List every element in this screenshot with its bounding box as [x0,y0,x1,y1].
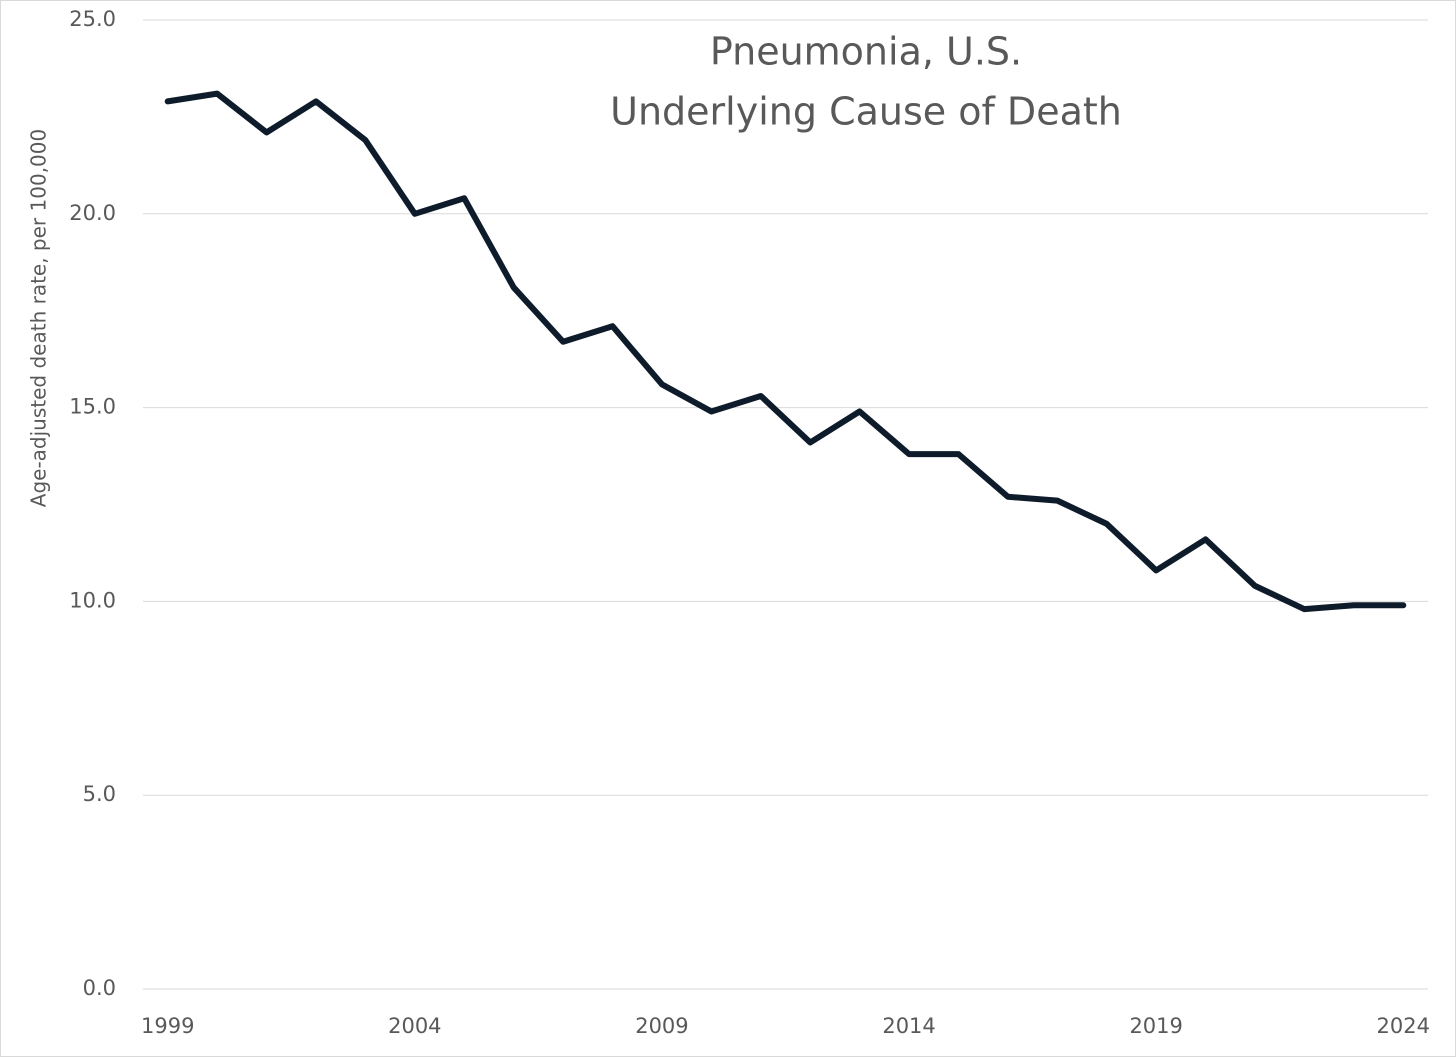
chart-title: Pneumonia, U.S. [710,30,1022,74]
chart-title: Underlying Cause of Death [610,90,1122,134]
y-tick-label: 15.0 [69,395,116,419]
x-tick-label: 2024 [1377,1014,1430,1038]
y-tick-label: 20.0 [69,201,116,225]
x-tick-label: 2009 [635,1014,688,1038]
y-tick-label: 25.0 [69,7,116,31]
data-line [164,90,1407,613]
y-tick-label: 10.0 [69,588,116,612]
x-tick-label: 2004 [388,1014,441,1038]
x-tick-label: 2014 [882,1014,935,1038]
x-tick-label: 2019 [1129,1014,1182,1038]
y-tick-label: 0.0 [83,976,116,1000]
y-axis-label: Age-adjusted death rate, per 100,000 [27,129,51,507]
y-tick-label: 5.0 [83,782,116,806]
x-tick-label: 1999 [141,1014,194,1038]
